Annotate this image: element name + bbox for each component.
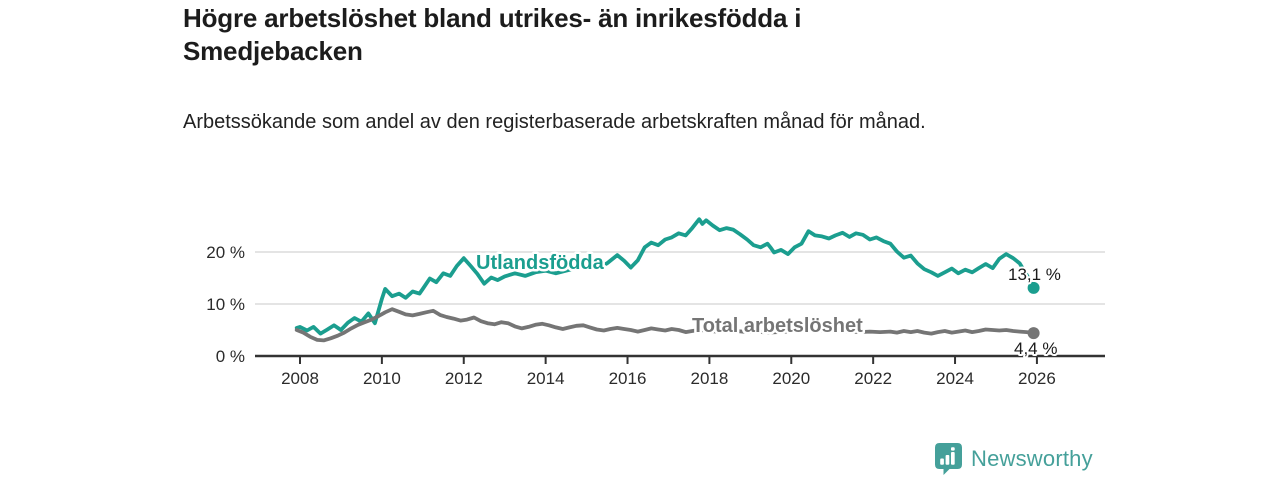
svg-text:2022: 2022 (854, 369, 892, 388)
svg-text:Utlandsfödda: Utlandsfödda (476, 252, 605, 274)
newsworthy-branding: Newsworthy (935, 443, 1093, 475)
svg-text:10 %: 10 % (206, 295, 245, 314)
svg-text:2024: 2024 (936, 369, 974, 388)
svg-text:2014: 2014 (527, 369, 565, 388)
newsworthy-logo-text: Newsworthy (971, 446, 1093, 471)
svg-text:Total arbetslöshet: Total arbetslöshet (692, 315, 863, 337)
svg-text:2010: 2010 (363, 369, 401, 388)
svg-text:0 %: 0 % (216, 347, 245, 366)
line-chart: 0 % 10 % 20 % 2008 2010 2012 2014 2016 2018 2020 2… (206, 217, 1105, 388)
chart-title: Högre arbetslöshet bland utrikes- än inr… (183, 3, 802, 66)
svg-text:13,1 %: 13,1 % (1008, 265, 1061, 284)
svg-text:2020: 2020 (772, 369, 810, 388)
svg-text:2026: 2026 (1018, 369, 1056, 388)
svg-text:2018: 2018 (690, 369, 728, 388)
chart-subtitle: Arbetssökande som andel av den registerb… (183, 111, 926, 133)
svg-text:2008: 2008 (281, 369, 319, 388)
newsworthy-logo-icon (935, 443, 962, 475)
svg-text:2016: 2016 (609, 369, 647, 388)
svg-text:20 %: 20 % (206, 243, 245, 262)
svg-text:2012: 2012 (445, 369, 483, 388)
svg-text:4,4 %: 4,4 % (1014, 339, 1057, 358)
